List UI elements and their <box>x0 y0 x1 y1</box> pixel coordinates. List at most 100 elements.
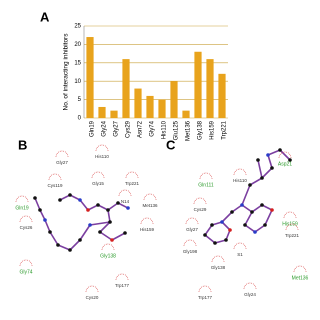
hydrophobic-contact <box>293 265 307 273</box>
hydrophobic-contact <box>115 273 129 281</box>
atom <box>123 231 127 235</box>
atom <box>126 206 130 210</box>
bond <box>244 211 253 226</box>
atom <box>88 223 92 227</box>
x-tick-label: Gly138 <box>198 120 204 140</box>
hydrophobic-contact <box>193 197 207 205</box>
residue-label: Gly27 <box>56 160 68 165</box>
bar <box>194 51 202 119</box>
bond <box>261 167 273 179</box>
bond <box>99 231 113 241</box>
residue-label: Trp221 <box>285 233 300 238</box>
atom <box>220 220 224 224</box>
hydrophobic-contact <box>283 211 297 219</box>
bond <box>69 194 81 201</box>
bond <box>99 221 111 233</box>
bar <box>134 88 142 118</box>
x-tick-label: Met136 <box>186 120 192 141</box>
panel-label: C <box>166 137 176 152</box>
atom <box>48 230 52 234</box>
y-axis-label: No. of interacting inhibitors <box>63 33 70 111</box>
y-tick-label: 25 <box>74 24 81 30</box>
residue-label: Cys29 <box>194 207 207 212</box>
bond <box>254 224 266 233</box>
hydrophobic-contact <box>183 239 197 247</box>
bond <box>221 221 231 231</box>
bond <box>89 221 111 226</box>
bond <box>79 224 91 241</box>
atom <box>270 166 274 170</box>
bond <box>214 239 227 244</box>
residue-label: N14 <box>121 199 130 204</box>
bond <box>221 211 233 223</box>
bond <box>204 224 213 236</box>
molecule <box>203 148 292 245</box>
bar <box>110 110 118 118</box>
atom <box>253 230 257 234</box>
residue-label: Trp177 <box>115 283 130 288</box>
atom <box>106 208 110 212</box>
bond <box>107 202 119 211</box>
atom <box>116 201 120 205</box>
residue-label: Met136 <box>292 275 309 281</box>
x-tick-label: Cys29 <box>126 120 132 138</box>
atom <box>58 198 62 202</box>
atom <box>56 243 60 247</box>
atom <box>43 218 47 222</box>
residue-label: His110 <box>95 154 109 159</box>
bond <box>34 197 41 211</box>
hydrophobic-contact <box>285 223 299 231</box>
hydrophobic-contact <box>233 242 247 250</box>
atom <box>228 228 232 232</box>
atom <box>108 220 112 224</box>
molecule <box>33 193 130 252</box>
atom <box>78 198 82 202</box>
residue-label: Cys20 <box>86 295 99 300</box>
residue-label: Trp221 <box>125 181 140 186</box>
y-tick-label: 15 <box>74 60 81 66</box>
hydrophobic-contact <box>15 195 29 203</box>
hydrophobic-contact <box>140 217 154 225</box>
y-tick-label: 0 <box>78 116 82 122</box>
atom <box>248 183 252 187</box>
residue-label: Gln19 <box>15 205 29 211</box>
residue-label: Gly198 <box>183 249 198 254</box>
bar <box>218 73 226 118</box>
bond <box>267 154 273 169</box>
hydrophobic-contact <box>118 189 132 197</box>
residue-label: Cys26 <box>20 225 33 230</box>
residue-label: Gly24 <box>244 292 256 297</box>
atom <box>210 223 214 227</box>
bond <box>231 204 243 213</box>
residue-label: Met136 <box>142 203 158 208</box>
residue-label: Gly74 <box>19 269 32 275</box>
bond <box>44 219 51 233</box>
hydrophobic-contact <box>199 172 213 180</box>
atom <box>256 158 260 162</box>
x-tick-label: Asn72 <box>138 120 144 138</box>
residue-label: His159 <box>140 227 155 232</box>
hydrophobic-contact <box>125 171 139 179</box>
bond <box>264 209 273 226</box>
bond <box>79 199 89 211</box>
atom <box>260 203 264 207</box>
residue-label: Gln111 <box>198 182 214 188</box>
hydrophobic-contact <box>55 150 69 158</box>
bond <box>279 149 291 161</box>
residue-label: Gly138 <box>100 253 116 259</box>
bond <box>249 177 263 186</box>
atom <box>203 233 207 237</box>
hydrophobic-contact <box>85 285 99 293</box>
x-tick-label: Gly27 <box>114 120 120 136</box>
x-tick-label: Gly24 <box>102 120 108 136</box>
bond <box>204 234 216 244</box>
bond <box>241 184 251 206</box>
bar <box>122 59 130 118</box>
residue-label: Cys119 <box>48 183 63 188</box>
hydrophobic-contact <box>95 144 109 152</box>
bond <box>261 204 273 211</box>
atom <box>96 203 100 207</box>
atom <box>86 208 90 212</box>
atom <box>278 148 282 152</box>
